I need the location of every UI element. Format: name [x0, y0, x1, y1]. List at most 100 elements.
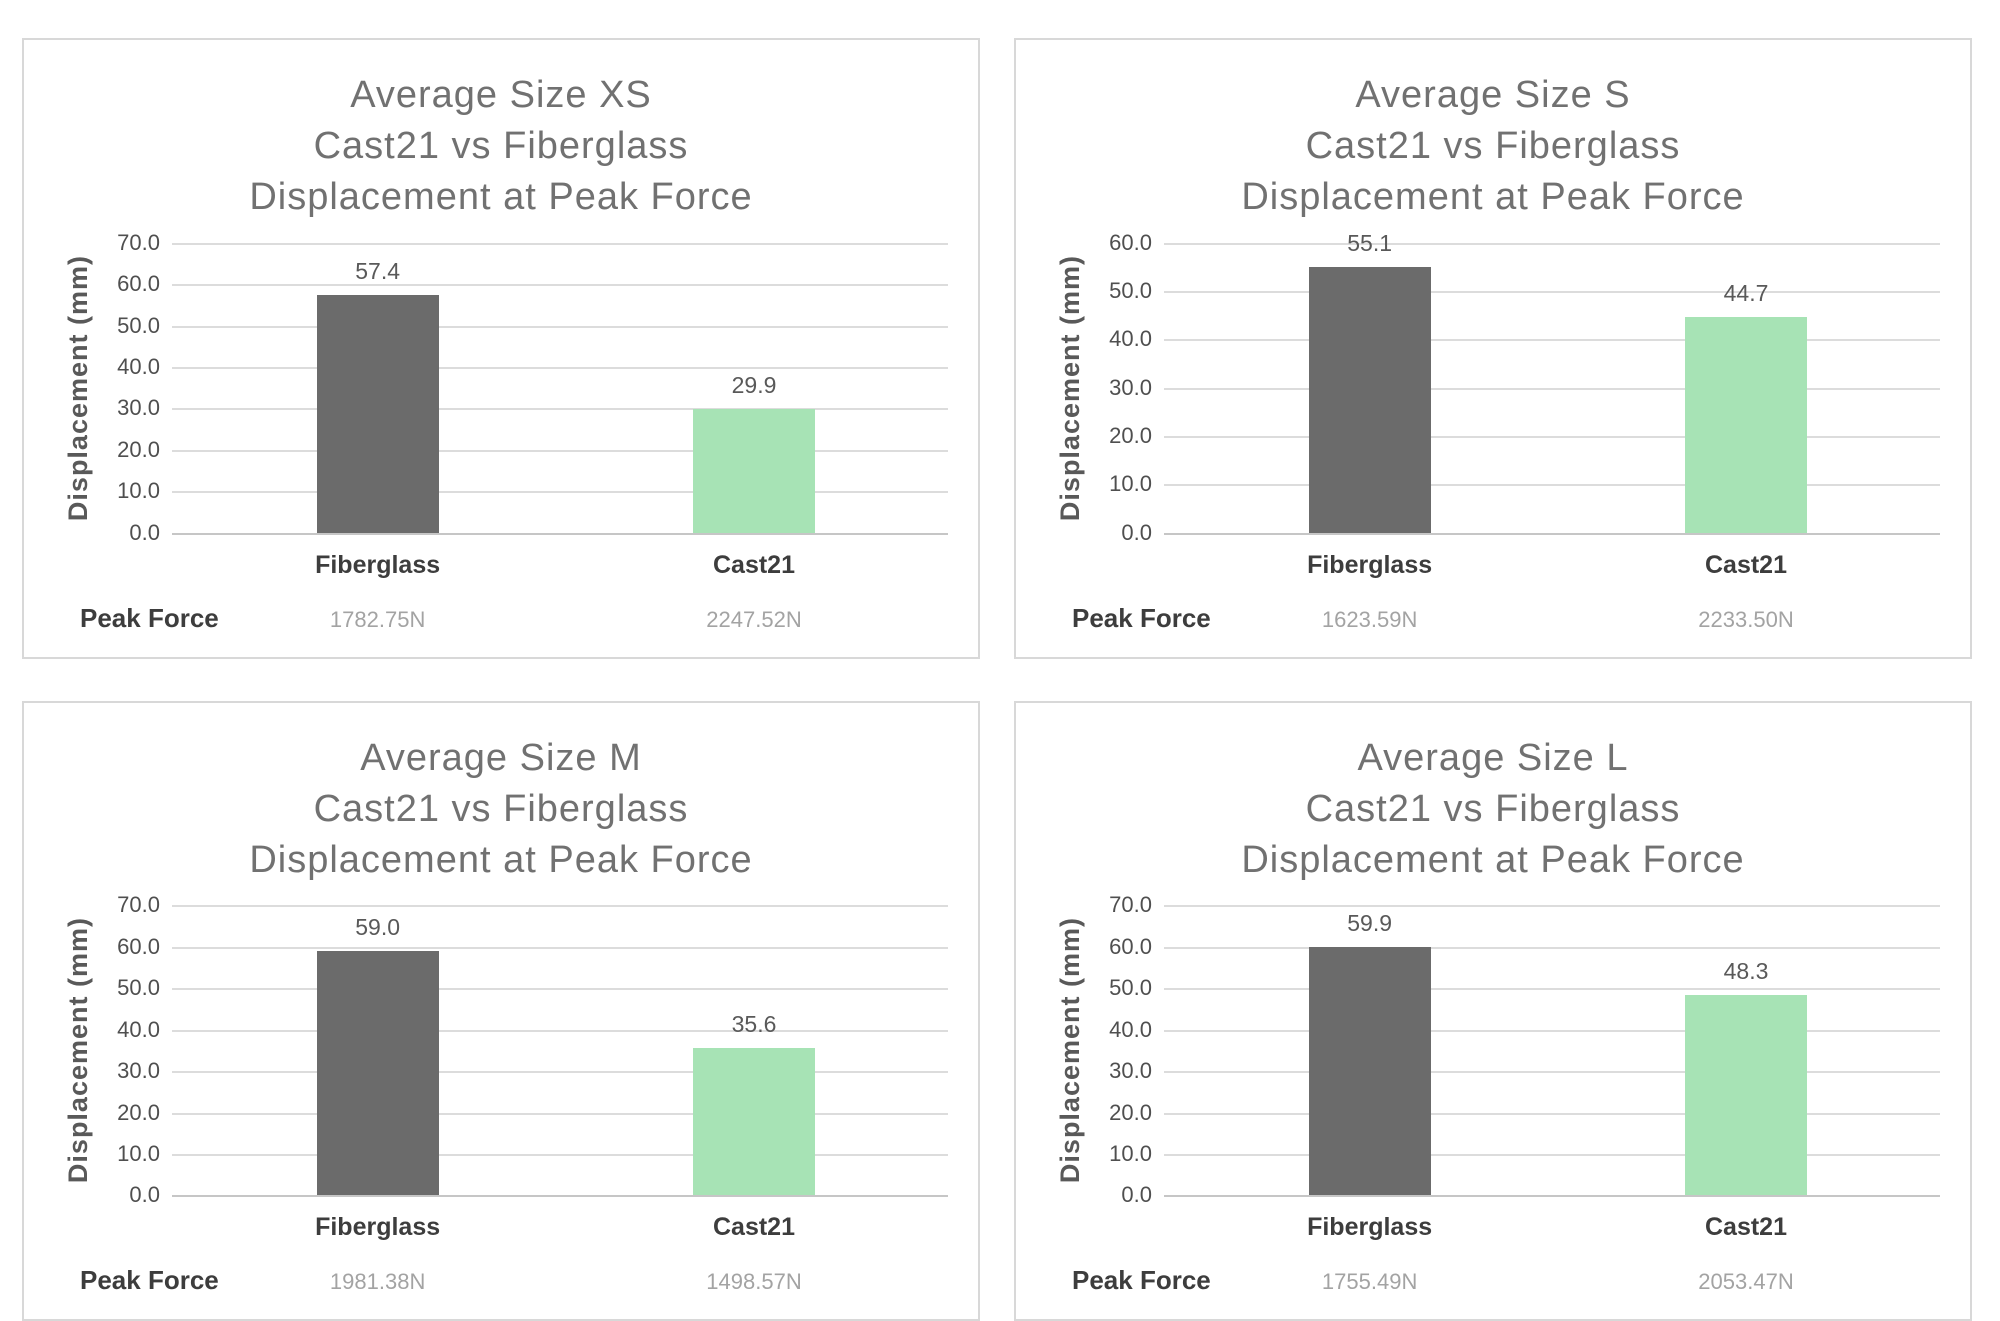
chart-title: Average Size L Cast21 vs Fiberglass Displa… [1046, 733, 1940, 886]
chart-title-line: Displacement at Peak Force [249, 838, 753, 881]
gridline [1164, 242, 1940, 245]
bar-cast21 [1685, 316, 1807, 533]
chart-title: Average Size S Cast21 vs Fiberglass Displa… [1046, 70, 1940, 223]
y-tick-label: 20.0 [1109, 1099, 1152, 1125]
y-tick-label: 70.0 [1109, 892, 1152, 918]
y-tick-label: 30.0 [1109, 374, 1152, 400]
gridline [172, 325, 948, 328]
bar-fiberglass [316, 294, 439, 533]
peak-force-fiberglass: 1755.49N [1321, 1269, 1418, 1295]
y-tick-label: 10.0 [117, 1141, 160, 1166]
gridline [172, 367, 948, 369]
chart-title: Average Size XS Cast21 vs Fiberglass Displ… [54, 70, 948, 223]
gridline [1164, 905, 1940, 908]
peak-force-cast21: 1498.57N [706, 1269, 802, 1295]
gridline [1164, 1071, 1940, 1074]
chart-panel-m: Average Size M Cast21 vs Fiberglass Displa… [22, 700, 980, 1321]
charts-grid: Average Size XS Cast21 vs Fiberglass Displ… [22, 38, 1972, 1321]
y-axis-title-container: Displacement (mm) [54, 905, 102, 1195]
gridline [172, 491, 948, 494]
y-axis-title: Displacement (mm) [62, 254, 93, 521]
x-label-fiberglass: Fiberglass [315, 550, 441, 579]
gridline [172, 284, 948, 287]
chart-title-line: Average Size M [360, 736, 642, 779]
gridline [172, 946, 948, 949]
x-label-fiberglass: Fiberglass [315, 1213, 441, 1242]
bar-cast21 [693, 1048, 815, 1196]
y-tick-label: 60.0 [1109, 933, 1152, 959]
peak-force-label: Peak Force [1072, 1265, 1211, 1296]
bar-value-label: 48.3 [1723, 958, 1769, 985]
chart-area: Displacement (mm) 70.0 60.0 50.0 40.0 30.0 20.… [1046, 892, 1940, 1207]
gridline [1164, 946, 1940, 949]
peak-force-cast21: 2053.47N [1698, 1269, 1794, 1295]
y-tick-label: 10.0 [1109, 1141, 1152, 1166]
chart-title-line: Cast21 vs Fiberglass [1305, 124, 1681, 167]
chart-title-line: Displacement at Peak Force [1241, 175, 1745, 218]
y-tick-label: 50.0 [117, 975, 160, 1001]
chart-title-line: Cast21 vs Fiberglass [313, 124, 689, 167]
chart-title-line: Displacement at Peak Force [249, 175, 753, 218]
y-axis-title-container: Displacement (mm) [1046, 905, 1094, 1195]
y-tick-label: 70.0 [117, 892, 160, 918]
chart-title-line: Average Size S [1355, 74, 1631, 116]
peak-force-label: Peak Force [1072, 602, 1211, 633]
chart-panel-xs: Average Size XS Cast21 vs Fiberglass Displ… [22, 38, 980, 659]
bar-value-label: 55.1 [1347, 229, 1393, 256]
y-tick-label: 40.0 [1109, 326, 1152, 352]
gridline [1164, 387, 1940, 390]
gridline [172, 408, 948, 411]
chart-title-line: Cast21 vs Fiberglass [313, 787, 689, 830]
y-tick-label: 60.0 [117, 933, 160, 959]
y-tick-label: 40.0 [1109, 1016, 1152, 1042]
peak-force-fiberglass: 1623.59N [1321, 606, 1418, 632]
gridline [172, 449, 948, 452]
x-axis-labels: Fiberglass Cast21 [1164, 543, 1940, 585]
plot-area: 59.9 48.3 [1164, 905, 1940, 1198]
chart-area: Displacement (mm) 70.0 60.0 50.0 40.0 30.0 20.… [54, 230, 948, 545]
y-tick-label: 0.0 [129, 519, 160, 545]
y-tick-label: 50.0 [1109, 975, 1152, 1001]
chart-area: Displacement (mm) 60.0 50.0 40.0 30.0 20.0 10.… [1046, 230, 1940, 545]
y-axis-ticks: 60.0 50.0 40.0 30.0 20.0 10.0 0.0 [1094, 230, 1164, 545]
bar-value-label: 35.6 [731, 1011, 777, 1038]
peak-force-values: 1755.49N 2053.47N [1164, 1259, 1940, 1301]
chart-title-line: Average Size L [1357, 736, 1629, 779]
peak-force-values: 1981.38N 1498.57N [172, 1259, 948, 1301]
plot-area: 55.1 44.7 [1164, 230, 1940, 535]
y-axis-ticks: 70.0 60.0 50.0 40.0 30.0 20.0 10.0 0.0 [102, 230, 172, 545]
x-axis-line [1164, 532, 1940, 535]
gridline [1164, 1029, 1940, 1032]
x-axis-line [1164, 1195, 1940, 1198]
y-tick-label: 70.0 [117, 229, 160, 255]
x-label-cast21: Cast21 [1705, 1213, 1787, 1242]
peak-force-values: 1782.75N 2247.52N [172, 597, 948, 639]
gridline [1164, 484, 1940, 487]
chart-title-line: Average Size XS [350, 74, 652, 116]
peak-force-values: 1623.59N 2233.50N [1164, 597, 1940, 639]
bar-cast21 [1685, 995, 1807, 1196]
peak-force-label: Peak Force [80, 1265, 219, 1296]
y-tick-label: 10.0 [1109, 471, 1152, 497]
y-axis-title: Displacement (mm) [62, 917, 93, 1184]
x-axis-labels: Fiberglass Cast21 [172, 543, 948, 585]
x-axis-labels: Fiberglass Cast21 [172, 1205, 948, 1247]
y-tick-label: 60.0 [117, 271, 160, 297]
bar-fiberglass [1308, 947, 1431, 1196]
bar-value-label: 57.4 [355, 257, 401, 284]
bar-fiberglass [1308, 266, 1431, 533]
plot-area: 59.0 35.6 [172, 905, 948, 1198]
y-tick-label: 0.0 [129, 1182, 160, 1208]
gridline [1164, 988, 1940, 991]
gridline [172, 1112, 948, 1115]
chart-title: Average Size M Cast21 vs Fiberglass Displa… [54, 733, 948, 886]
x-axis-line [172, 1195, 948, 1198]
y-tick-label: 0.0 [1121, 519, 1152, 545]
gridline [1164, 436, 1940, 439]
y-tick-label: 30.0 [1109, 1058, 1152, 1084]
y-tick-label: 30.0 [117, 395, 160, 421]
gridline [1164, 1154, 1940, 1156]
chart-title-line: Cast21 vs Fiberglass [1305, 787, 1681, 830]
y-axis-title: Displacement (mm) [1054, 917, 1085, 1184]
chart-area: Displacement (mm) 70.0 60.0 50.0 40.0 30.0 20.… [54, 892, 948, 1207]
